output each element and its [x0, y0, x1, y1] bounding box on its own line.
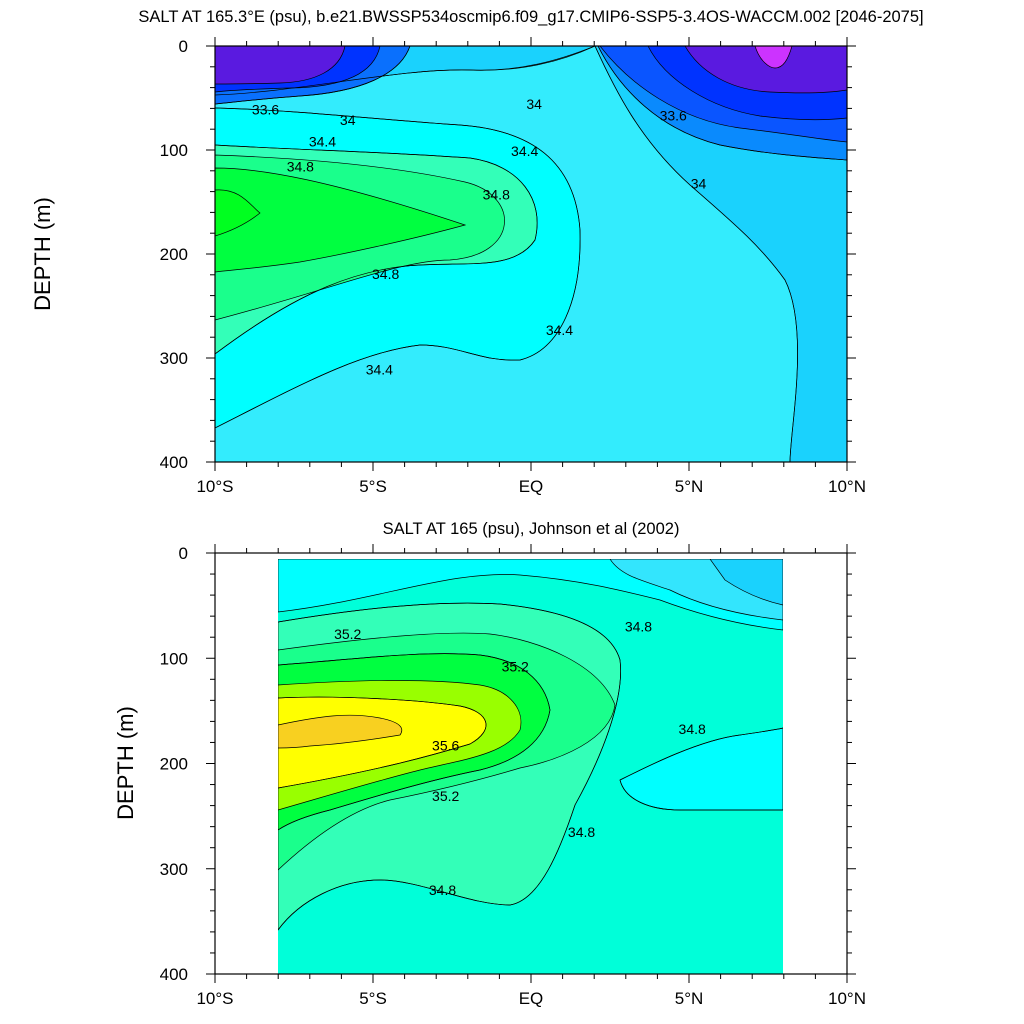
x-tick-label: 10°N — [828, 477, 866, 496]
contour-label: 34.4 — [511, 143, 538, 159]
fill-north-32.8 — [684, 46, 847, 94]
contour-label: 33.6 — [660, 108, 687, 124]
contour-label: 34.4 — [366, 361, 393, 377]
y-tick-label: 100 — [160, 141, 188, 160]
x-tick-label: 10°N — [828, 989, 866, 1008]
contour-label: 35.2 — [502, 659, 529, 675]
x-tick-label: 5°S — [359, 477, 387, 496]
panel2-contour-fill — [278, 559, 783, 974]
x-tick-label: 5°N — [675, 989, 704, 1008]
panel2-ticks — [206, 544, 856, 983]
y-tick-label: 300 — [160, 860, 188, 879]
panel1-contour-labels: 33.63434.434.83434.434.834.834.434.433.6… — [252, 96, 707, 377]
x-tick-label: 10°S — [196, 989, 233, 1008]
contour-label: 34 — [340, 112, 356, 128]
x-tick-label: 5°N — [675, 477, 704, 496]
contour-label: 34.8 — [568, 824, 595, 840]
contour-label: 34.4 — [546, 322, 573, 338]
fill-north-top-34.2 — [709, 559, 783, 606]
panel1-tick-labels: 10°S 5°S EQ 5°N 10°N 0 100 200 300 400 — [160, 37, 866, 496]
fill-south-32.8 — [215, 46, 346, 85]
y-tick-label: 400 — [160, 453, 188, 472]
y-tick-label: 200 — [160, 755, 188, 774]
contour-label: 35.2 — [432, 788, 459, 804]
y-tick-label: 0 — [179, 544, 188, 563]
y-tick-label: 300 — [160, 349, 188, 368]
fill-north-32.4 — [754, 46, 793, 69]
contour-label: 34.8 — [372, 266, 399, 282]
contour-label: 34 — [691, 175, 707, 191]
contour-label: 34.8 — [625, 619, 652, 635]
contour-label: 34 — [526, 96, 542, 112]
fill-35.8-36.0 — [278, 714, 403, 749]
contour-label: 34.8 — [679, 721, 706, 737]
y-tick-label: 200 — [160, 245, 188, 264]
y-tick-label: 0 — [179, 37, 188, 56]
x-tick-label: 5°S — [359, 989, 387, 1008]
panel1-ylabel: DEPTH (m) — [30, 197, 55, 311]
contour-label: 34.8 — [287, 159, 314, 175]
contour-label: 35.6 — [432, 738, 459, 754]
fill-core-inner — [215, 189, 261, 237]
contour-label: 34.8 — [429, 882, 456, 898]
fill-core — [215, 167, 467, 273]
x-tick-label: EQ — [519, 989, 544, 1008]
panel1-contour-fill — [215, 46, 847, 462]
contour-label: 35.2 — [334, 626, 361, 642]
panel1-title: SALT AT 165.3°E (psu), b.e21.BWSSP534osc… — [138, 8, 923, 26]
x-tick-label: 10°S — [196, 477, 233, 496]
panel2-contour-labels: 35.2 35.2 34.8 35.6 35.2 34.8 34.8 34.8 — [334, 619, 706, 898]
panel2-title: SALT AT 165 (psu), Johnson et al (2002) — [383, 520, 680, 538]
contour-label: 34.8 — [483, 187, 510, 203]
contour-label: 33.6 — [252, 101, 279, 117]
panel2-tick-labels: 10°S 5°S EQ 5°N 10°N 0 100 200 300 400 — [160, 544, 866, 1008]
observed-salinity-panel: SALT AT 165 (psu), Johnson et al (2002) — [113, 520, 866, 1008]
contour-label: 34.4 — [309, 134, 336, 150]
panel2-ylabel: DEPTH (m) — [113, 706, 138, 820]
panel1-ticks — [206, 37, 856, 471]
y-tick-label: 400 — [160, 965, 188, 984]
y-tick-label: 100 — [160, 649, 188, 668]
model-salinity-panel: SALT AT 165.3°E (psu), b.e21.BWSSP534osc… — [30, 8, 924, 496]
x-tick-label: EQ — [519, 477, 544, 496]
